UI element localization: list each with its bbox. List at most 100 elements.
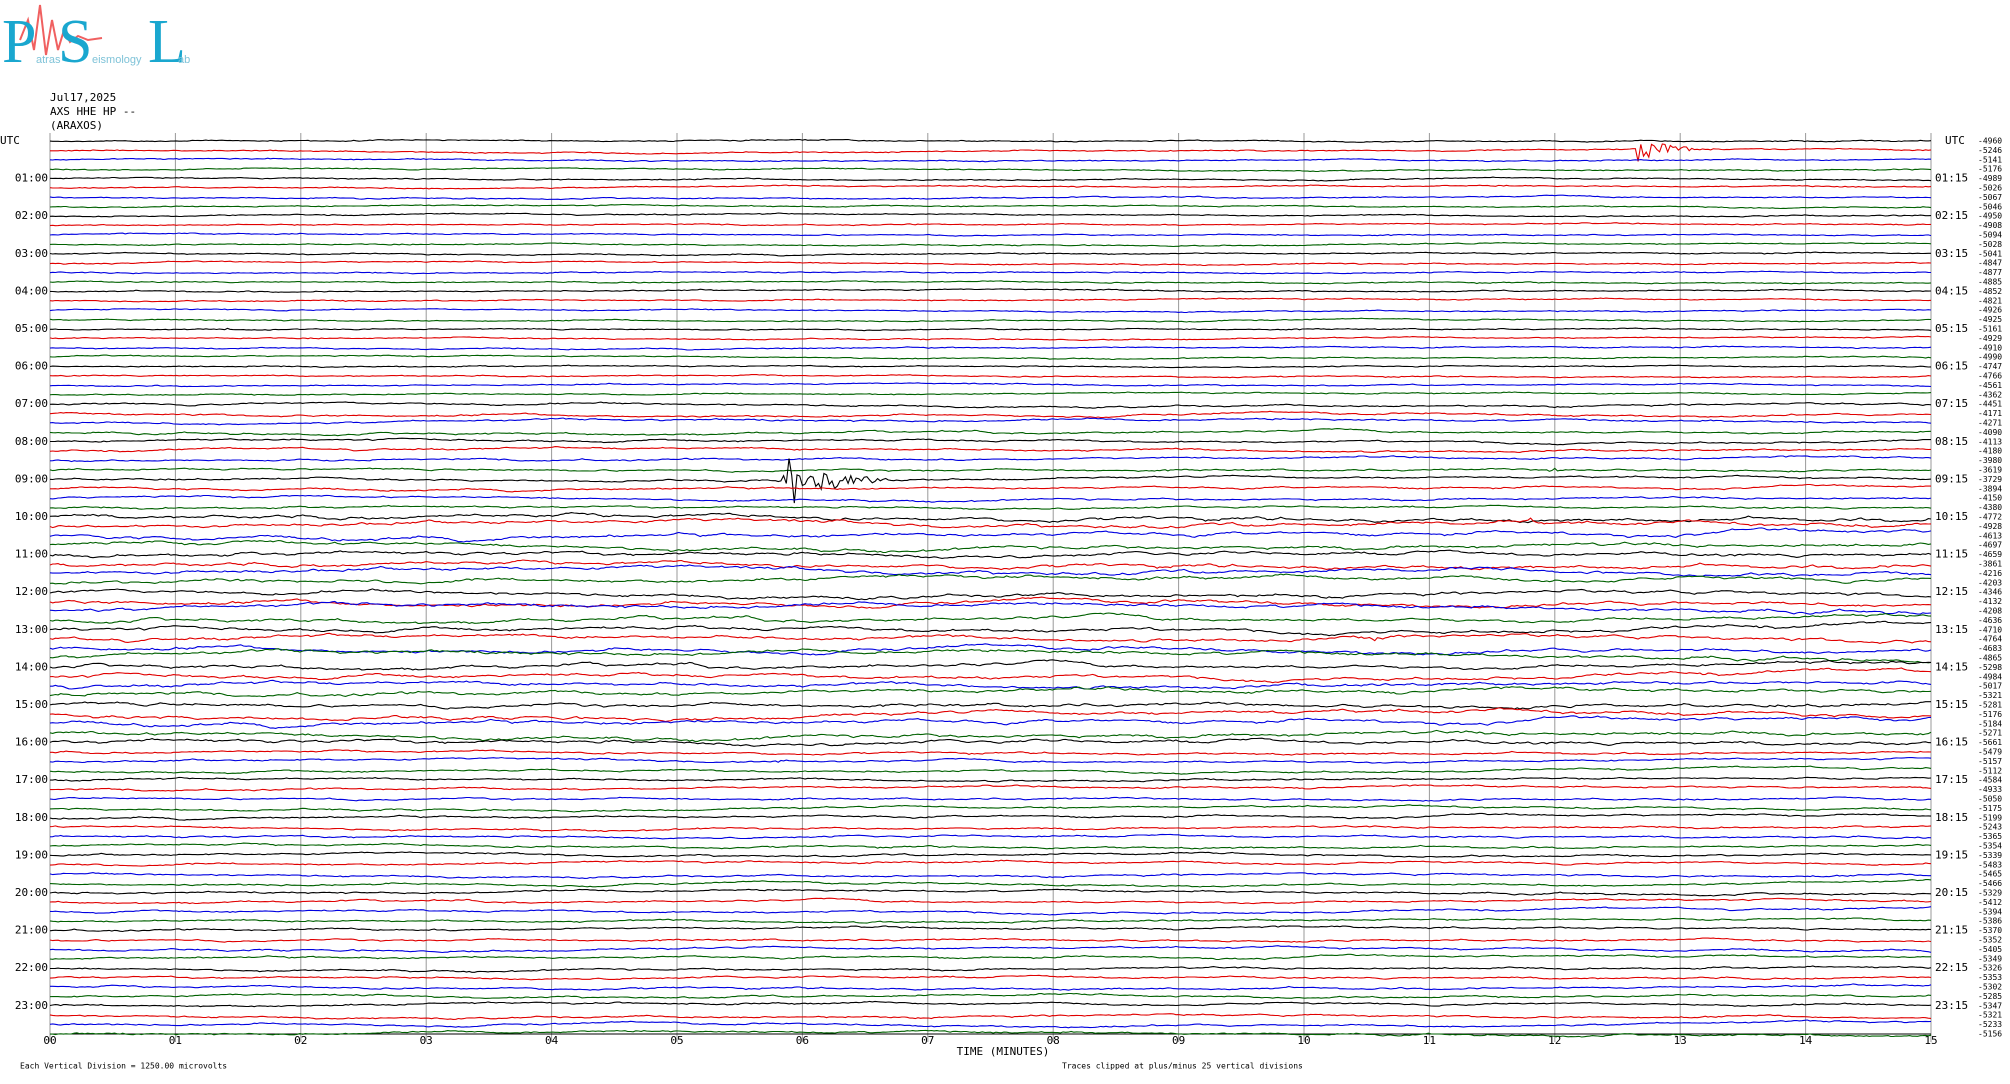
offset-label: -5370 [1978, 926, 2002, 935]
offset-label: -4764 [1978, 635, 2002, 644]
trace [49, 686, 1932, 698]
trace [49, 280, 1932, 285]
offset-label: -5281 [1978, 701, 2002, 710]
offset-label: -5141 [1978, 155, 2002, 164]
x-tick-label: 11 [1423, 1034, 1436, 1047]
trace [49, 167, 1932, 173]
trace [49, 539, 1932, 554]
trace [49, 729, 1932, 742]
trace [49, 737, 1932, 747]
offset-label: -5112 [1978, 766, 2002, 775]
logo-word: atras [36, 54, 61, 66]
hour-label-right: 07:15 [1935, 397, 1968, 410]
trace [49, 1013, 1932, 1020]
offset-label: -4908 [1978, 221, 2002, 230]
hour-label-right: 17:15 [1935, 773, 1968, 786]
trace [50, 327, 1932, 332]
hour-label: 05:00 [15, 322, 48, 335]
hour-label-right: 19:15 [1935, 848, 1968, 861]
hour-label-right: 21:15 [1935, 924, 1968, 937]
trace [49, 467, 1932, 473]
trace [49, 612, 1932, 624]
hour-label-right: 16:15 [1935, 736, 1968, 749]
offset-label: -4990 [1978, 353, 2002, 362]
offset-label: -5094 [1978, 231, 2002, 240]
offset-label: -5354 [1978, 842, 2002, 851]
trace [49, 648, 1932, 664]
offset-label: -4584 [1978, 776, 2002, 785]
trace [50, 784, 1932, 792]
trace [49, 212, 1932, 218]
trace [49, 765, 1932, 775]
x-tick-label: 07 [921, 1034, 934, 1047]
x-tick-label: 06 [796, 1034, 809, 1047]
trace [49, 260, 1932, 267]
offset-label: -4926 [1978, 306, 2002, 315]
hour-label-right: 04:15 [1935, 284, 1968, 297]
offset-label: -3619 [1978, 466, 2002, 475]
trace [49, 455, 1932, 463]
offset-label: -4362 [1978, 390, 2002, 399]
offset-label: -4984 [1978, 672, 2002, 681]
offset-label: -5302 [1978, 983, 2002, 992]
scale-note: Each Vertical Division = 1250.00 microvo… [20, 1062, 227, 1071]
offset-label: -5365 [1978, 832, 2002, 841]
trace [49, 1019, 1932, 1029]
offset-label: -4910 [1978, 343, 2002, 352]
hour-label: 04:00 [15, 284, 48, 297]
trace [49, 756, 1932, 764]
hour-label: 22:00 [15, 961, 48, 974]
x-tick-label: 09 [1172, 1034, 1185, 1047]
offset-label: -4766 [1978, 372, 2002, 381]
hour-label: 19:00 [15, 848, 48, 861]
trace [49, 888, 1932, 897]
hour-label: 12:00 [15, 585, 48, 598]
trace [49, 364, 1932, 369]
offset-label: -5156 [1978, 1030, 2002, 1039]
offset-label: -5233 [1978, 1020, 2002, 1029]
offset-label: -4150 [1978, 494, 2002, 503]
trace [49, 897, 1932, 905]
offset-label: -5046 [1978, 202, 2002, 211]
x-tick-label: 01 [169, 1034, 182, 1047]
offset-label: -4132 [1978, 597, 2002, 606]
trace [50, 983, 1932, 991]
trace [49, 527, 1932, 543]
offset-label: -4683 [1978, 644, 2002, 653]
x-title: TIME (MINUTES) [957, 1045, 1050, 1058]
trace [49, 701, 1931, 710]
trace [49, 270, 1932, 275]
hour-label-right: 22:15 [1935, 961, 1968, 974]
trace [49, 600, 1932, 615]
x-tick-label: 03 [420, 1034, 433, 1047]
hour-label: 16:00 [15, 736, 48, 749]
trace [49, 417, 1932, 426]
offset-label: -5466 [1978, 879, 2002, 888]
trace [49, 194, 1932, 201]
trace [49, 494, 1932, 503]
trace [49, 297, 1932, 303]
trace [49, 707, 1932, 723]
trace [49, 374, 1932, 379]
trace [50, 437, 1931, 446]
hour-label: 07:00 [15, 397, 48, 410]
offset-label: -4180 [1978, 447, 2002, 456]
logo-squiggle [19, 4, 103, 56]
trace [49, 288, 1932, 293]
trace [49, 825, 1932, 832]
hour-label-right: 05:15 [1935, 322, 1968, 335]
offset-label: -4933 [1978, 785, 2002, 794]
offset-label: -5326 [1978, 964, 2002, 973]
offset-label: -4171 [1978, 409, 2002, 418]
offset-label: -4865 [1978, 654, 2002, 663]
trace [49, 596, 1932, 609]
trace [49, 354, 1932, 361]
hour-label: 20:00 [15, 886, 48, 899]
offset-label: -4950 [1978, 212, 2002, 221]
trace [49, 945, 1932, 954]
logo-letter: S [58, 8, 92, 76]
hour-label-right: 20:15 [1935, 886, 1968, 899]
offset-label: -4925 [1978, 315, 2002, 324]
hour-label: 18:00 [15, 811, 48, 824]
